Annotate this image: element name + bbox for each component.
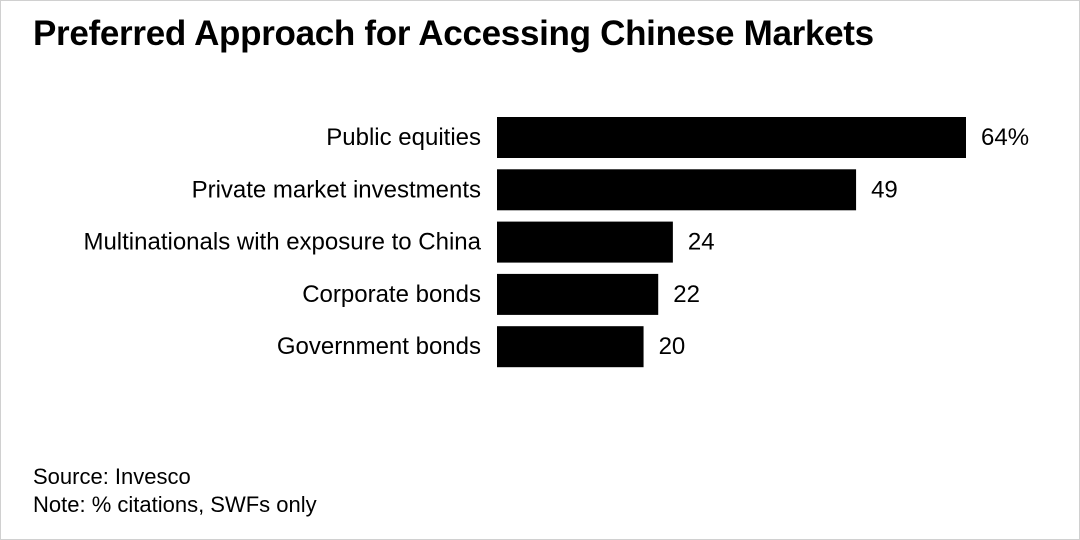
bar — [497, 169, 857, 211]
bar — [497, 117, 966, 158]
category-label: Government bonds — [277, 333, 481, 360]
source-note: Source: Invesco — [33, 464, 191, 489]
chart-title: Preferred Approach for Accessing Chinese… — [33, 14, 874, 53]
chart-footer: Source: Invesco Note: % citations, SWFs … — [33, 463, 317, 519]
category-label: Corporate bonds — [302, 281, 481, 308]
data-label: 22 — [673, 281, 700, 308]
bar — [497, 326, 644, 368]
bar — [497, 273, 659, 315]
data-label: 64% — [981, 124, 1029, 151]
category-label: Multinationals with exposure to China — [83, 229, 481, 256]
methodology-note: Note: % citations, SWFs only — [33, 492, 317, 517]
data-label: 49 — [871, 176, 898, 203]
category-label: Private market investments — [192, 176, 481, 203]
bar — [497, 221, 673, 263]
data-label: 24 — [688, 229, 715, 256]
category-label: Public equities — [326, 124, 481, 151]
data-label: 20 — [659, 333, 686, 360]
